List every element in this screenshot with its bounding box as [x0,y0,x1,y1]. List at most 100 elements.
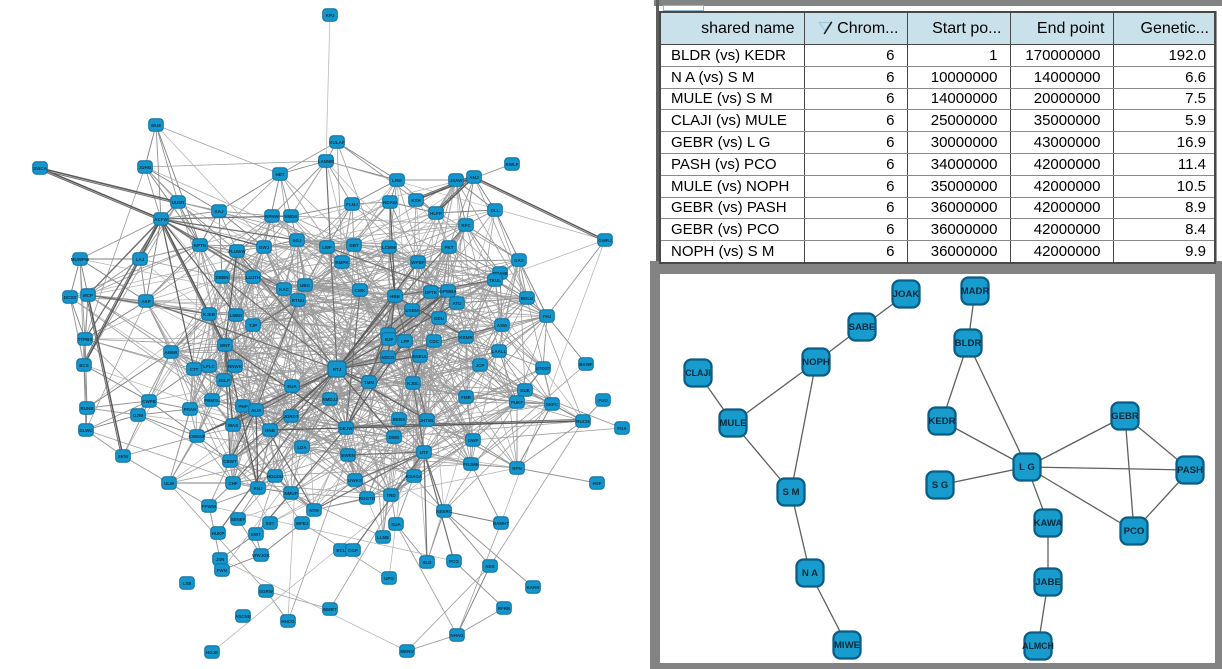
svg-text:ALMCH: ALMCH [1022,641,1054,651]
svg-text:SNEUL: SNEUL [412,354,428,359]
svg-text:AKP: AKP [141,299,151,304]
svg-text:MCP: MCP [83,293,93,298]
svg-text:WFEJ: WFEJ [296,521,309,526]
svg-text:BKWF: BKWF [579,362,593,367]
svg-text:NHAG: NHAG [450,633,464,638]
svg-text:LFP: LFP [401,339,410,344]
svg-text:S M: S M [782,487,799,498]
svg-text:NNWK: NNWK [228,364,243,369]
svg-text:CWK: CWK [355,288,366,293]
svg-text:TMM: TMM [364,380,374,385]
svg-text:SABE: SABE [849,322,876,333]
svg-text:DBBN: DBBN [216,275,229,280]
svg-text:FMR: FMR [461,395,471,400]
svg-text:JDRDT: JDRDT [283,414,298,419]
svg-text:SKW: SKW [118,454,129,459]
svg-text:CBWT: CBWT [223,459,237,464]
svg-text:DCSS: DCSS [64,295,77,300]
svg-text:RNJ: RNJ [253,486,262,491]
svg-text:AMJ: AMJ [469,175,479,180]
svg-text:N A: N A [802,568,818,579]
svg-text:MIWE: MIWE [834,640,861,651]
svg-text:RPN: RPN [512,466,522,471]
svg-text:KWLF: KWLF [506,162,519,167]
svg-text:SGJ: SGJ [292,238,302,243]
svg-text:KAJ: KAJ [214,209,223,214]
svg-text:LAJ: LAJ [136,257,145,262]
svg-text:NTH: NTH [309,508,318,513]
svg-text:USBM: USBM [405,308,419,313]
svg-text:SKFC: SKFC [546,402,559,407]
svg-text:MADR: MADR [961,286,990,297]
svg-text:KSAGA: KSAGA [406,474,423,479]
svg-text:ACFW: ACFW [154,217,168,222]
svg-text:TJP: TJP [249,323,257,328]
svg-text:BDLE: BDLE [521,296,533,301]
svg-text:SENEF: SENEF [230,517,245,522]
svg-text:EWT: EWT [251,532,261,537]
svg-text:FPWW: FPWW [202,504,217,509]
svg-text:FGA: FGA [617,426,627,431]
svg-text:UTDST: UTDST [536,366,551,371]
svg-text:RUCM: RUCM [576,419,590,424]
svg-text:ULW: ULW [164,481,175,486]
svg-text:GEBR: GEBR [1111,411,1139,422]
svg-text:RUNB: RUNB [81,406,95,411]
svg-text:SUA: SUA [391,522,401,527]
svg-text:KPTN: KPTN [194,243,206,248]
svg-text:UJW: UJW [133,413,144,418]
svg-text:JABE: JABE [1035,577,1061,588]
svg-text:LAALL: LAALL [492,349,507,354]
svg-text:GWRJ: GWRJ [598,238,612,243]
svg-text:PCG: PCG [449,559,459,564]
svg-text:ASCNB: ASCNB [235,614,252,619]
svg-text:NPNW: NPNW [265,214,280,219]
svg-text:GAS: GAS [514,258,524,263]
svg-text:HSF: HSF [593,481,602,486]
svg-text:BJF: BJF [385,337,394,342]
svg-text:PKT: PKT [445,245,454,250]
svg-text:ATU: ATU [453,301,462,306]
svg-text:KEDR: KEDR [928,416,955,427]
svg-text:LDA: LDA [297,445,307,450]
svg-text:LSE: LSE [183,581,192,586]
svg-text:RFC: RFC [461,223,471,228]
svg-text:CWFB: CWFB [142,399,156,404]
svg-text:HUKP: HUKP [212,531,225,536]
svg-text:HGJE: HGJE [206,650,218,655]
svg-text:RTNU: RTNU [292,298,305,303]
svg-text:KTH: KTH [411,198,420,203]
svg-text:KEERC: KEERC [436,509,453,514]
svg-text:WWJGK: WWJGK [252,553,270,558]
svg-text:FGJMK: FGJMK [463,462,480,467]
svg-text:BEBS: BEBS [393,417,406,422]
svg-text:LWF: LWF [322,245,332,250]
svg-text:WPBP: WPBP [411,260,425,265]
svg-text:GWP: GWP [468,438,479,443]
svg-text:KAC: KAC [279,287,289,292]
svg-text:PHP: PHP [238,404,247,409]
svg-text:SST: SST [266,521,275,526]
svg-text:BAMHT: BAMHT [493,521,509,526]
svg-text:DLWU: DLWU [79,428,92,433]
svg-text:TRD: TRD [386,493,396,498]
svg-text:PCO: PCO [1124,526,1145,537]
svg-text:MULE: MULE [719,418,747,429]
svg-text:SWCA: SWCA [33,166,47,171]
svg-text:KBMR: KBMR [459,335,473,340]
svg-text:CGP: CGP [348,548,358,553]
svg-text:NMUP: NMUP [284,491,297,496]
svg-text:S G: S G [932,480,949,491]
svg-text:UUSN: UUSN [172,200,185,205]
svg-text:KAWA: KAWA [1034,518,1063,529]
svg-text:UTF: UTF [420,450,429,455]
svg-text:CTT: CTT [190,367,199,372]
svg-text:JOAK: JOAK [893,289,920,300]
svg-text:DUE: DUE [520,388,530,393]
svg-text:NSCG: NSCG [381,355,395,360]
svg-text:WNT: WNT [220,343,230,348]
svg-text:FUU: FUU [598,398,607,403]
svg-text:CDC: CDC [429,339,439,344]
svg-text:ABEB: ABEB [165,350,179,355]
svg-text:LUJTH: LUJTH [246,275,261,280]
